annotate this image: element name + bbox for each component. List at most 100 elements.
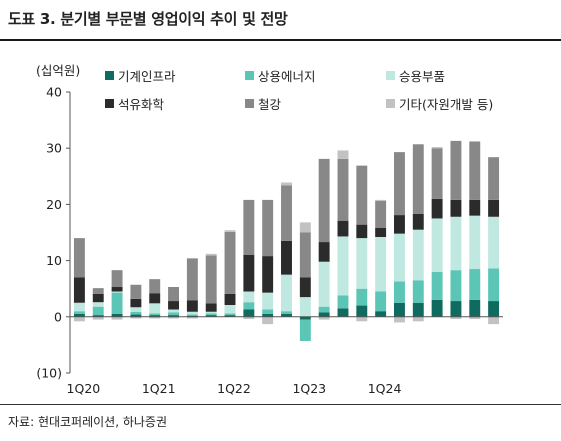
legend-swatch-auto-parts xyxy=(386,71,395,80)
bar-segment-petrochemical xyxy=(73,277,85,303)
bar-segment-commercial-energy xyxy=(149,313,161,316)
x-tick-label: 1Q23 xyxy=(292,381,326,396)
bar-segment-machinery xyxy=(205,315,217,317)
y-tick-label: 0 xyxy=(54,309,62,324)
bar-stack-1Q25 xyxy=(450,140,462,320)
bar-segment-steel xyxy=(469,141,481,200)
bar-segment-others xyxy=(469,316,481,320)
legend-item-auto-parts: 승용부품 xyxy=(386,66,445,85)
bar-segment-machinery xyxy=(73,313,85,317)
bar-segment-others xyxy=(92,316,104,320)
bar-segment-auto-parts xyxy=(224,305,236,314)
bar-segment-steel xyxy=(299,232,311,278)
bar-segment-petrochemical xyxy=(450,199,462,217)
bar-segment-commercial-energy xyxy=(375,291,387,312)
bar-stacks xyxy=(73,140,500,341)
bar-segment-steel xyxy=(168,287,179,302)
bar-segment-others xyxy=(111,316,123,320)
legend-swatch-others xyxy=(386,99,395,108)
bar-segment-steel xyxy=(394,152,405,216)
bar-segment-machinery xyxy=(450,301,462,317)
bar-segment-machinery xyxy=(149,315,161,317)
y-tick-label: 10 xyxy=(46,253,62,268)
bar-segment-machinery xyxy=(375,311,387,317)
x-axis: 1Q20 1Q21 1Q22 1Q23 1Q24 xyxy=(67,316,503,396)
y-axis: 40 30 20 10 0 (10) xyxy=(36,85,71,381)
bar-segment-petrochemical xyxy=(431,198,443,219)
bar-segment-others xyxy=(243,316,255,320)
bar-segment-machinery xyxy=(394,302,405,317)
bar-segment-steel xyxy=(337,158,349,221)
legend-label-auto-parts: 승용부품 xyxy=(399,69,446,84)
bar-segment-others xyxy=(394,316,405,323)
bar-segment-auto-parts xyxy=(92,302,104,307)
bar-stack-3Q25 xyxy=(488,157,500,325)
bar-segment-petrochemical xyxy=(205,303,217,312)
legend-label-commercial-energy: 상용에너지 xyxy=(258,69,316,84)
bar-segment-commercial-energy xyxy=(431,271,443,300)
bar-segment-steel xyxy=(111,270,123,288)
bar-stack-2Q20 xyxy=(92,288,104,320)
bar-segment-auto-parts xyxy=(281,274,292,312)
bar-segment-steel xyxy=(130,284,142,299)
bar-segment-auto-parts xyxy=(149,303,161,314)
bar-segment-commercial-energy xyxy=(73,311,85,314)
bar-segment-commercial-energy xyxy=(412,280,424,303)
bar-segment-commercial-energy xyxy=(111,292,123,314)
bar-stack-3Q21 xyxy=(186,258,198,319)
bar-segment-others xyxy=(224,230,236,232)
bar-segment-petrochemical xyxy=(168,301,179,310)
legend-label-steel: 철강 xyxy=(258,97,282,112)
bar-stack-1Q20 xyxy=(73,238,85,322)
bar-segment-steel xyxy=(375,201,387,229)
legend-item-machinery: 기계인프라 xyxy=(105,66,176,85)
bar-segment-petrochemical xyxy=(299,277,311,298)
bar-segment-petrochemical xyxy=(488,199,500,217)
bar-segment-steel xyxy=(243,199,255,255)
bar-segment-steel xyxy=(186,258,198,301)
y-tick-label: (10) xyxy=(36,366,62,381)
bar-segment-commercial-energy xyxy=(394,281,405,303)
x-tick-label: 1Q24 xyxy=(368,381,402,396)
y-tick-label: 30 xyxy=(46,141,62,156)
bar-stack-1Q22 xyxy=(224,230,236,317)
bar-segment-commercial-energy xyxy=(356,288,368,306)
legend-label-others: 기타(자원개발 등) xyxy=(399,97,494,112)
bar-segment-others xyxy=(130,316,142,319)
bar-segment-auto-parts xyxy=(186,311,198,315)
bar-segment-commercial-energy xyxy=(262,309,274,314)
bar-segment-steel xyxy=(73,238,85,278)
bar-segment-commercial-energy xyxy=(299,319,311,341)
bar-segment-machinery xyxy=(337,308,349,317)
bar-segment-auto-parts xyxy=(450,216,462,271)
bar-stack-1Q24 xyxy=(375,199,387,317)
bar-segment-petrochemical xyxy=(224,293,236,305)
page-title: 도표 3. 분기별 부문별 영업이익 추이 및 전망 xyxy=(8,10,288,28)
bar-segment-commercial-energy xyxy=(469,269,481,300)
bar-segment-steel xyxy=(431,148,443,199)
bar-segment-auto-parts xyxy=(488,216,500,269)
bar-segment-petrochemical xyxy=(469,199,481,216)
bar-stack-4Q23 xyxy=(356,165,368,322)
legend-item-others: 기타(자원개발 등) xyxy=(386,94,493,113)
bar-segment-others xyxy=(318,316,330,320)
bar-segment-petrochemical xyxy=(356,224,368,239)
bar-segment-machinery xyxy=(356,305,368,317)
bar-stack-3Q24 xyxy=(412,144,424,322)
bar-segment-machinery xyxy=(488,301,500,317)
bar-segment-auto-parts xyxy=(394,233,405,282)
bar-stack-2Q24 xyxy=(394,152,405,323)
legend-label-machinery: 기계인프라 xyxy=(118,69,176,84)
bar-segment-auto-parts xyxy=(299,297,311,317)
bar-segment-petrochemical xyxy=(130,298,142,308)
bar-segment-others xyxy=(205,253,217,256)
legend-item-petrochemical: 석유화학 xyxy=(105,94,164,113)
bar-segment-steel xyxy=(450,140,462,200)
bar-segment-others xyxy=(356,316,368,322)
bar-segment-others xyxy=(73,316,85,322)
bar-segment-auto-parts xyxy=(130,307,142,312)
bar-segment-others xyxy=(450,316,462,320)
y-tick-label: 40 xyxy=(46,85,62,100)
bar-segment-others xyxy=(412,316,424,322)
y-axis-unit-label: (십억원) xyxy=(36,63,81,78)
